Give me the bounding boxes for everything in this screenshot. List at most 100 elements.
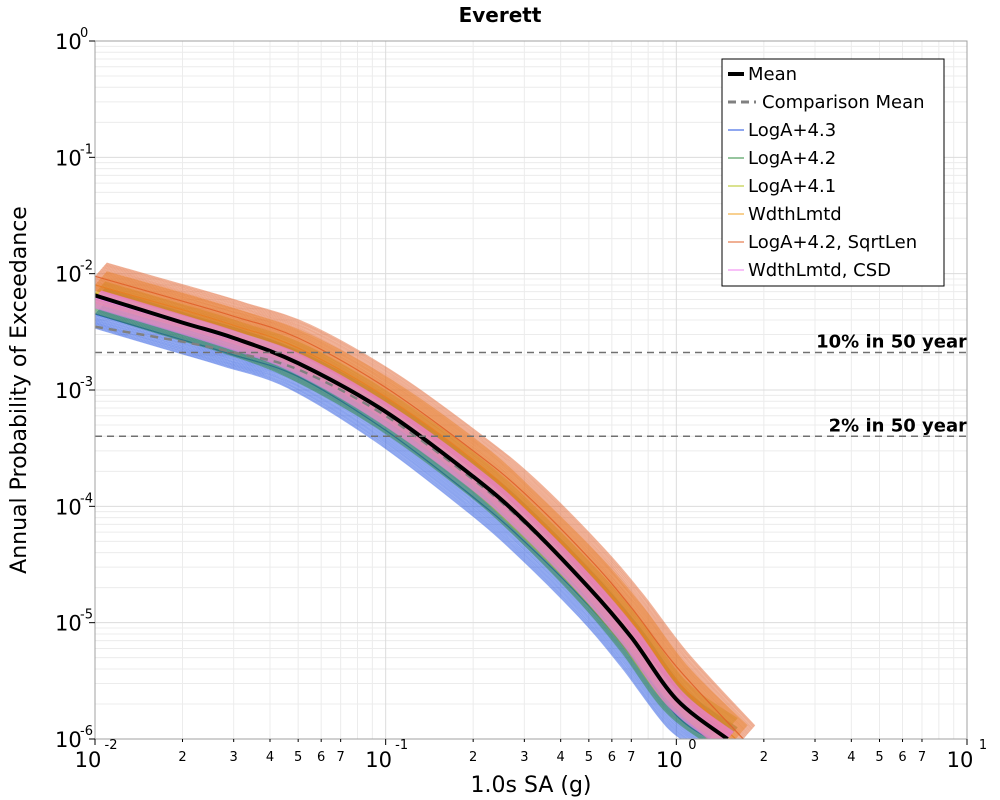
branch-curve [95, 307, 713, 739]
branch-curve [95, 280, 738, 739]
branch-curve [98, 271, 748, 736]
branch-curve [98, 293, 732, 736]
branch-curve [95, 313, 710, 739]
branch-curve [95, 322, 693, 739]
x-tick-label: 10 [75, 748, 102, 772]
branch-curve [95, 302, 720, 739]
branch-curve [95, 307, 710, 739]
branch-curve [95, 299, 723, 736]
branch-curve [97, 273, 746, 737]
branch-curve [96, 273, 746, 738]
branch-curve [95, 324, 689, 739]
branch-curve [95, 279, 739, 739]
legend-label: LogA+4.3 [748, 120, 836, 141]
branch-curve [95, 301, 722, 738]
branch-curve [99, 308, 715, 735]
branch-curve [104, 288, 738, 729]
branch-curve [95, 321, 695, 739]
branch-curve [103, 266, 752, 730]
branch-curve [97, 294, 731, 737]
branch-curve [95, 300, 723, 737]
branch-curve [95, 309, 709, 739]
y-tick-label: 10 [55, 495, 82, 519]
series-bundle-loga-4-2-sqrtlen [95, 262, 756, 739]
branch-curve [98, 293, 732, 736]
branch-curve [95, 278, 740, 739]
branch-curve [95, 303, 721, 739]
branch-curve [95, 304, 720, 739]
x-axis-label: 1.0s SA (g) [471, 773, 592, 798]
x-tick-exponent: -2 [105, 738, 118, 753]
series-bundle-loga-4-1 [95, 281, 738, 739]
mean-line [95, 293, 729, 739]
branch-curve [106, 271, 748, 727]
branch-curve [95, 310, 707, 739]
branch-curve [97, 310, 713, 737]
x-minor-tick-label: 7 [627, 750, 635, 765]
branch-curve [95, 285, 730, 739]
branch-curve [104, 282, 738, 720]
branch-curve [95, 291, 729, 730]
branch-curve [102, 267, 751, 732]
branch-curve [102, 283, 736, 722]
branch-curve [95, 319, 698, 739]
comparison-mean-line [95, 325, 729, 739]
x-minor-tick-label: 4 [847, 750, 855, 765]
branch-curve [95, 325, 687, 739]
branch-curve [106, 262, 756, 727]
x-minor-tick-label: 6 [317, 750, 325, 765]
branch-curve [95, 304, 716, 739]
branch-curve [97, 289, 731, 728]
branch-curve [103, 265, 753, 730]
branch-curve [105, 263, 755, 728]
branch-curve [97, 293, 731, 736]
branch-curve [95, 290, 727, 739]
branch-curve [95, 303, 717, 739]
branch-curve [96, 290, 730, 729]
branch-curve [95, 281, 736, 739]
branch-curve [96, 282, 738, 738]
branch-curve [102, 290, 736, 732]
branch-curve [99, 270, 749, 735]
branch-curve [105, 272, 747, 728]
hazard-curves [95, 262, 756, 739]
branch-curve [97, 310, 712, 737]
legend-label: LogA+4.2, SqrtLen [748, 232, 917, 253]
branch-curve [104, 265, 754, 729]
y-tick-exponent: -2 [80, 259, 93, 274]
branch-curve [101, 268, 751, 732]
branch-curve [95, 299, 713, 739]
y-tick-label: 10 [55, 379, 82, 403]
branch-curve [103, 283, 737, 721]
branch-curve [100, 290, 734, 733]
x-minor-tick-label: 5 [585, 750, 593, 765]
y-tick-exponent: 0 [80, 26, 88, 41]
branch-curve [95, 302, 719, 739]
branch-curve [100, 268, 750, 733]
branch-curve [95, 287, 732, 739]
branch-curve [95, 314, 709, 739]
branch-curve [95, 300, 722, 737]
branch-curve [97, 281, 739, 737]
branch-curve [95, 286, 734, 739]
x-tick-exponent: 0 [688, 738, 696, 753]
branch-curve [102, 284, 736, 722]
branch-curve [95, 306, 714, 739]
branch-curve [95, 326, 684, 739]
x-minor-tick-label: 2 [760, 750, 768, 765]
branch-curve [95, 305, 716, 739]
branch-curve [95, 289, 730, 739]
branch-curve [95, 282, 734, 739]
branch-curve [98, 271, 748, 735]
branch-curve [95, 307, 711, 739]
branch-curve [95, 274, 745, 739]
legend-label: Mean [748, 64, 797, 85]
y-tick-label: 10 [55, 612, 82, 636]
branch-curve [103, 288, 737, 730]
branch-curve [95, 278, 741, 739]
y-tick-label: 10 [55, 728, 82, 752]
x-tick-label: 10 [365, 748, 392, 772]
branch-curve [101, 291, 735, 733]
branch-curve [95, 290, 728, 739]
